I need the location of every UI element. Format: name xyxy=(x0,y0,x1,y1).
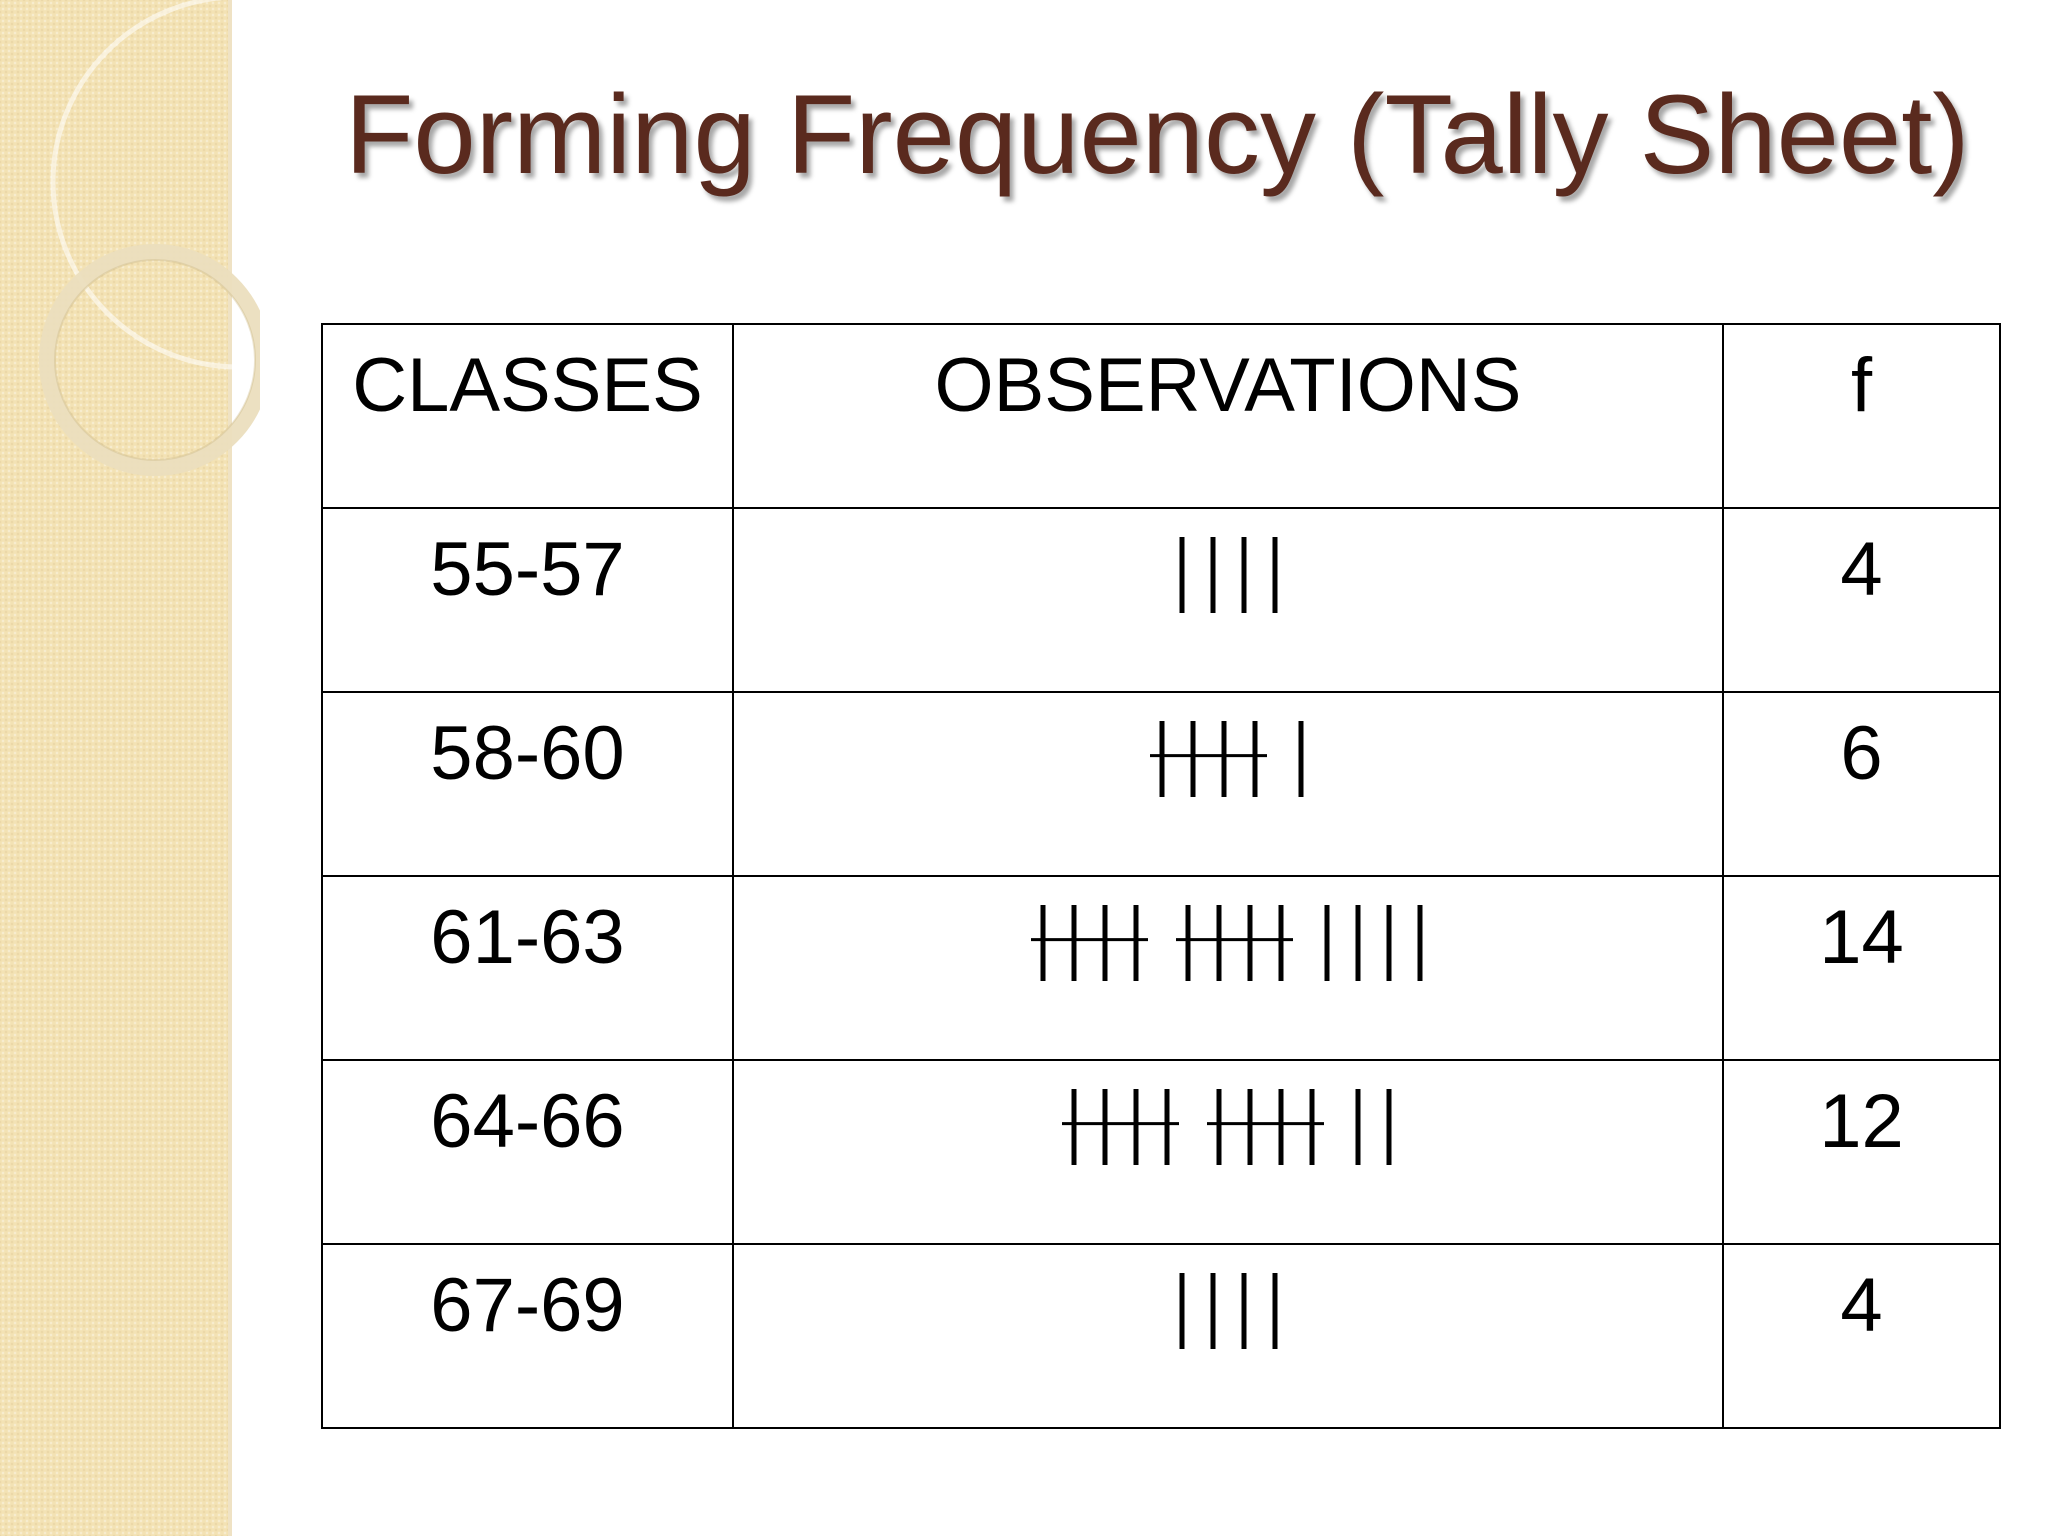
observation-cell xyxy=(732,1059,1724,1245)
tally-marks xyxy=(734,1269,1722,1353)
tally-marks xyxy=(734,717,1722,801)
header-classes: CLASSES xyxy=(321,323,734,509)
observation-cell xyxy=(732,691,1724,877)
table-row: 61-63 14 xyxy=(321,875,2001,1061)
class-cell: 64-66 xyxy=(321,1059,734,1245)
tally-bundle-of-five xyxy=(1149,721,1267,797)
tally-group xyxy=(1179,537,1277,613)
class-range: 61-63 xyxy=(430,895,625,980)
class-range: 58-60 xyxy=(430,711,625,796)
header-classes-label: CLASSES xyxy=(352,343,703,428)
header-observations-label: OBSERVATIONS xyxy=(934,343,1522,428)
table-header-row: CLASSES OBSERVATIONS f xyxy=(321,323,2001,509)
tally-marks xyxy=(734,533,1722,617)
frequency-value: 12 xyxy=(1819,1079,1904,1164)
tally-marks xyxy=(734,901,1722,985)
header-frequency: f xyxy=(1722,323,2001,509)
class-cell: 67-69 xyxy=(321,1243,734,1429)
tally-group xyxy=(1298,721,1303,797)
table-row: 55-57 4 xyxy=(321,507,2001,693)
frequency-value: 4 xyxy=(1840,1263,1883,1348)
observation-cell xyxy=(732,875,1724,1061)
frequency-cell: 6 xyxy=(1722,691,2001,877)
frequency-value: 14 xyxy=(1819,895,1904,980)
frequency-cell: 14 xyxy=(1722,875,2001,1061)
table-row: 58-60 6 xyxy=(321,691,2001,877)
class-range: 64-66 xyxy=(430,1079,625,1164)
class-range: 55-57 xyxy=(430,527,625,612)
observation-cell xyxy=(732,507,1724,693)
class-cell: 61-63 xyxy=(321,875,734,1061)
frequency-cell: 4 xyxy=(1722,1243,2001,1429)
header-frequency-label: f xyxy=(1850,343,1873,428)
class-cell: 55-57 xyxy=(321,507,734,693)
tally-marks xyxy=(734,1085,1722,1169)
tally-bundle-of-five xyxy=(1030,905,1148,981)
frequency-value: 6 xyxy=(1840,711,1883,796)
tally-bundle-of-five xyxy=(1206,1089,1324,1165)
header-observations: OBSERVATIONS xyxy=(732,323,1724,509)
slide-title: Forming Frequency (Tally Sheet) xyxy=(345,72,1970,197)
observation-cell xyxy=(732,1243,1724,1429)
class-range: 67-69 xyxy=(430,1263,625,1348)
tally-bundle-of-five xyxy=(1061,1089,1179,1165)
class-cell: 58-60 xyxy=(321,691,734,877)
tally-group xyxy=(1179,1273,1277,1349)
frequency-cell: 4 xyxy=(1722,507,2001,693)
frequency-value: 4 xyxy=(1840,527,1883,612)
tally-group xyxy=(1355,1089,1391,1165)
frequency-cell: 12 xyxy=(1722,1059,2001,1245)
decorative-circles xyxy=(39,0,260,476)
table-row: 64-66 12 xyxy=(321,1059,2001,1245)
tally-sheet-table: CLASSES OBSERVATIONS f 55-57 4 58-60 6 xyxy=(321,323,2001,1429)
tally-bundle-of-five xyxy=(1175,905,1293,981)
table-row: 67-69 4 xyxy=(321,1243,2001,1429)
tally-group xyxy=(1324,905,1422,981)
